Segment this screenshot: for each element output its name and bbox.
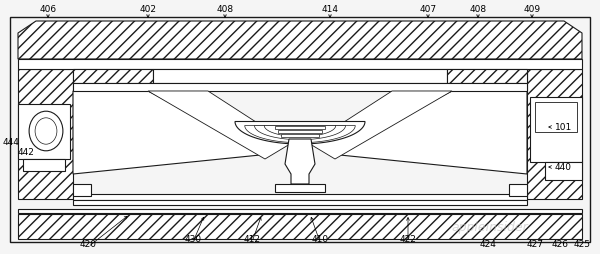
Text: 402: 402 xyxy=(140,6,157,14)
Bar xyxy=(73,70,153,84)
Polygon shape xyxy=(264,126,336,137)
Bar xyxy=(18,209,582,213)
Bar xyxy=(447,70,527,84)
Polygon shape xyxy=(285,139,315,184)
Text: 430: 430 xyxy=(184,235,202,244)
Text: 424: 424 xyxy=(479,240,496,248)
Polygon shape xyxy=(148,92,290,159)
Bar xyxy=(73,194,527,200)
Bar xyxy=(73,184,91,196)
Bar xyxy=(10,18,590,242)
Bar xyxy=(73,200,527,205)
Bar xyxy=(509,184,527,196)
Bar xyxy=(278,131,322,133)
Text: 425: 425 xyxy=(574,240,590,248)
Polygon shape xyxy=(310,92,452,159)
Polygon shape xyxy=(18,22,582,60)
Text: 444: 444 xyxy=(3,138,20,147)
Bar xyxy=(275,184,325,192)
Text: 440: 440 xyxy=(555,163,572,172)
Polygon shape xyxy=(527,70,582,199)
Text: 407: 407 xyxy=(419,6,437,14)
Bar xyxy=(281,134,319,137)
Polygon shape xyxy=(245,126,355,143)
Text: appleinsider: appleinsider xyxy=(452,221,529,234)
Polygon shape xyxy=(18,70,73,199)
Text: 410: 410 xyxy=(311,235,329,244)
Bar xyxy=(153,70,447,84)
Text: 420: 420 xyxy=(80,240,97,248)
Polygon shape xyxy=(330,92,527,174)
Text: 442: 442 xyxy=(18,148,35,157)
Text: 414: 414 xyxy=(322,6,338,14)
Text: 408: 408 xyxy=(469,6,487,14)
Polygon shape xyxy=(18,214,582,239)
Text: 409: 409 xyxy=(523,6,541,14)
Polygon shape xyxy=(545,162,582,180)
Polygon shape xyxy=(254,126,346,140)
Text: 406: 406 xyxy=(40,6,56,14)
Bar xyxy=(23,159,65,171)
Text: 101: 101 xyxy=(555,123,572,132)
Bar xyxy=(18,60,582,70)
Text: 408: 408 xyxy=(217,6,233,14)
Text: 412: 412 xyxy=(244,235,260,244)
Polygon shape xyxy=(73,92,270,174)
Bar xyxy=(535,103,577,133)
Polygon shape xyxy=(235,122,365,145)
Bar xyxy=(18,105,70,159)
Text: 427: 427 xyxy=(527,240,544,248)
Bar xyxy=(275,126,325,130)
Text: 426: 426 xyxy=(551,240,569,248)
Text: 422: 422 xyxy=(400,235,416,244)
Bar xyxy=(73,84,527,92)
Bar xyxy=(530,98,582,162)
